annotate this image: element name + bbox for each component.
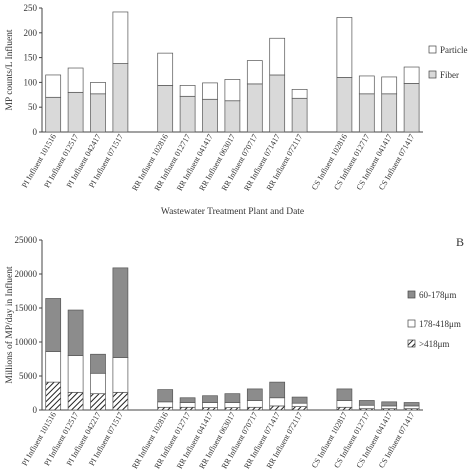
bar-segment xyxy=(358,400,375,406)
bar-segment xyxy=(112,11,129,64)
bar-segment xyxy=(67,91,84,133)
bar-segment xyxy=(269,405,286,411)
bar-segment xyxy=(45,74,62,98)
y-tick-label: 50 xyxy=(28,102,38,112)
bar-segment xyxy=(67,355,84,393)
y-tick-label: 200 xyxy=(24,28,38,38)
bar-segment xyxy=(358,93,375,133)
bar-segment xyxy=(246,400,263,408)
bar-segment xyxy=(112,63,129,133)
bar-segment xyxy=(381,93,398,133)
legend-label: 178-418μm xyxy=(419,319,461,329)
bar-segment xyxy=(381,405,398,409)
bar-segment xyxy=(202,395,218,403)
bar-segment xyxy=(45,381,62,411)
bar-segment xyxy=(403,66,420,84)
legend-swatch xyxy=(407,319,416,328)
legend-label: Fiber xyxy=(440,70,459,80)
bar-segment xyxy=(224,407,241,411)
bar-segment xyxy=(90,93,106,133)
bar-segment xyxy=(67,67,84,93)
bar-segment xyxy=(179,402,196,408)
bar-segment xyxy=(112,391,129,411)
bar-segment xyxy=(291,406,308,411)
bar-segment xyxy=(179,397,196,403)
bar-segment xyxy=(90,393,106,411)
bar-segment xyxy=(157,406,174,411)
bar-segment xyxy=(90,372,106,395)
bar-segment xyxy=(45,351,62,383)
bar-segment xyxy=(403,405,420,409)
bar-segment xyxy=(179,95,196,133)
bar-segment xyxy=(90,353,106,374)
bar-segment xyxy=(269,74,286,133)
bar-segment xyxy=(291,97,308,133)
bar-segment xyxy=(269,37,286,76)
bar-segment xyxy=(358,404,375,409)
y-tick-label: 5000 xyxy=(19,371,38,381)
bar-segment xyxy=(246,406,263,411)
bar-segment xyxy=(67,309,84,356)
bar-segment xyxy=(157,52,174,86)
bar-segment xyxy=(224,393,241,403)
bar-segment xyxy=(246,60,263,85)
y-tick-label: 25000 xyxy=(15,235,38,245)
bar-segment xyxy=(202,407,218,411)
bar-segment xyxy=(291,88,308,99)
bar-segment xyxy=(157,389,174,403)
legend-swatch xyxy=(407,290,416,299)
bar-segment xyxy=(358,75,375,95)
bar-segment xyxy=(112,357,129,393)
bar-segment xyxy=(157,401,174,408)
bar-segment xyxy=(157,85,174,133)
bar-segment xyxy=(202,402,218,408)
legend-label: >418μm xyxy=(419,339,449,349)
bar-segment xyxy=(246,388,263,401)
legend-label: 60-178μm xyxy=(419,290,456,300)
y-tick-label: 0 xyxy=(33,127,38,137)
legend-swatch xyxy=(407,339,416,348)
bar-segment xyxy=(179,85,196,97)
y-tick-label: 20000 xyxy=(15,269,38,279)
bar-segment xyxy=(269,381,286,399)
bar-segment xyxy=(224,402,241,408)
legend-label: Particle xyxy=(440,45,468,55)
bar-segment xyxy=(90,82,106,95)
bar-segment xyxy=(336,400,353,408)
bar-segment xyxy=(336,388,353,401)
y-tick-label: 100 xyxy=(24,77,38,87)
bar-segment xyxy=(336,17,353,78)
bar-segment xyxy=(179,406,196,411)
bar-segment xyxy=(269,397,286,407)
bar-segment xyxy=(202,82,218,100)
legend-swatch xyxy=(428,45,437,54)
bar-segment xyxy=(381,76,398,95)
panel-label: B xyxy=(456,235,464,249)
legend-swatch xyxy=(428,70,437,79)
bar-segment xyxy=(246,83,263,133)
y-tick-label: 250 xyxy=(24,3,38,13)
bar-segment xyxy=(291,402,308,407)
bar-segment xyxy=(202,98,218,133)
y-tick-label: 0 xyxy=(33,405,38,415)
bar-segment xyxy=(403,402,420,407)
y-axis-label: MP counts/L Influent xyxy=(4,29,15,110)
bar-segment xyxy=(224,79,241,102)
bar-segment xyxy=(45,298,62,352)
bar-segment xyxy=(45,96,62,133)
y-axis-label: Millions of MP/day in Influent xyxy=(4,266,15,384)
bar-segment xyxy=(403,83,420,133)
bar-segment xyxy=(336,406,353,411)
bar-segment xyxy=(67,391,84,411)
y-tick-label: 10000 xyxy=(15,337,38,347)
bar-segment xyxy=(224,100,241,133)
y-tick-label: 15000 xyxy=(15,303,38,313)
x-axis-label: Wastewater Treatment Plant and Date xyxy=(161,207,304,217)
bar-segment xyxy=(381,401,398,407)
y-tick-label: 150 xyxy=(24,53,38,63)
bar-segment xyxy=(291,396,308,404)
bar-segment xyxy=(112,267,129,358)
bar-segment xyxy=(336,77,353,133)
